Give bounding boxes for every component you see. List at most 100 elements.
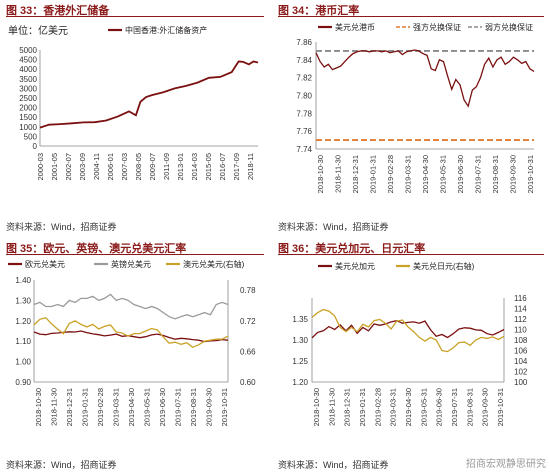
chart-36-y-tick-right: 116	[514, 294, 527, 303]
chart-33-y-tick: 4000	[19, 65, 37, 74]
chart-35-series-eur	[33, 330, 229, 343]
chart-36-y-tick-left: 1.30	[292, 336, 308, 345]
chart-33-y-tick: 3500	[19, 75, 37, 84]
chart-35-x-tick: 2018-11-30	[50, 388, 59, 426]
chart-33-y-tick: 3000	[19, 84, 37, 93]
chart-34-x-tick: 2019-04-30	[421, 155, 430, 193]
chart-36-x-tick: 2019-07-31	[450, 388, 459, 426]
chart-35-y-tick-left: 1.30	[15, 296, 31, 305]
chart-33-source: 资料来源：Wind，招商证券	[6, 222, 117, 232]
chart-33-y-tick: 2500	[19, 94, 37, 103]
chart-33-x-tick: 2014-03	[190, 153, 199, 181]
chart-34-svg: 美元兑港币 强方兑换保证 弱方兑换保证 7.74 7.76 7.78 7.80 7.82 7.8…	[296, 22, 535, 193]
chart-36-series-cad	[311, 320, 505, 339]
chart-34-series-usdhkd	[315, 49, 535, 108]
chart-34-y-tick: 7.78	[296, 109, 312, 118]
chart-34-title: 图 34：港币汇率	[278, 2, 544, 17]
chart-34-x-tick: 2019-08-31	[491, 155, 500, 193]
chart-36-svg: 美元兑加元 美元兑日元(右轴)1.201.251.301.351001021041…	[292, 261, 528, 426]
chart-35-x-tick: 2019-05-31	[143, 388, 152, 426]
chart-34-x-tick: 2019-05-31	[439, 155, 448, 193]
chart-34-x-tick: 2018-11-30	[334, 155, 343, 193]
chart-33-x-tick: 2000-03	[36, 153, 45, 181]
chart-33-x-tick: 2011-09	[162, 153, 171, 180]
watermark: 招商宏观静思研究	[466, 459, 546, 470]
chart-34-x-tick: 2018-12-31	[351, 155, 360, 193]
chart-36-y-tick-left: 1.25	[292, 357, 308, 366]
chart-33-x-tick: 2003-09	[78, 153, 87, 181]
chart-35-x-tick: 2019-01-31	[81, 388, 90, 426]
chart-34-x-tick: 2019-09-30	[509, 155, 518, 193]
chart-36-y-tick-right: 114	[514, 305, 527, 314]
chart-34-x-tick: 2019-03-31	[404, 155, 413, 193]
chart-36-x-tick: 2019-01-31	[358, 388, 367, 426]
chart-34-x-tick: 2018-10-30	[316, 155, 325, 193]
chart-36-x-tick: 2019-03-31	[389, 388, 398, 426]
chart-36-legend-cad-label: 美元兑加元	[335, 261, 375, 271]
chart-34-x-tick: 2019-06-30	[456, 155, 465, 193]
chart-33-x-tick: 2004-11	[92, 153, 101, 180]
chart-35-series-gbp	[33, 293, 229, 320]
chart-35-y-tick-left: 1.00	[15, 358, 31, 367]
chart-35-y-tick-left: 1.10	[15, 337, 31, 346]
chart-34-x-tick: 2019-02-28	[386, 155, 395, 193]
chart-36-y-tick-right: 102	[514, 368, 528, 377]
chart-33-legend-label: 中国香港:外汇储备资产	[125, 25, 207, 35]
chart-35-source: 资料来源：Wind，招商证券	[6, 460, 117, 470]
chart-36-panel: 图 36：美元兑加元、日元汇率 美元兑加元 美元兑日元(右轴) 1.20 1.25 1.…	[278, 240, 544, 472]
chart-33-x-tick: 2001-05	[50, 153, 59, 181]
chart-33-x-tick: 2018-11	[246, 153, 255, 180]
chart-33-y-tick: 1000	[19, 123, 37, 132]
chart-35-x-tick: 2019-04-30	[127, 388, 136, 426]
chart-35-x-tick: 2019-08-31	[189, 388, 198, 426]
chart-33-x-tick: 2009-07	[148, 153, 157, 181]
chart-35-x-tick: 2018-10-30	[34, 388, 43, 426]
chart-35-x-tick: 2019-09-30	[205, 388, 214, 426]
chart-33-y-tick: 2000	[19, 104, 37, 113]
chart-33-x-tick: 2007-03	[120, 153, 129, 181]
chart-33-x-tick: 2002-07	[64, 153, 73, 181]
chart-34-legend-weak-label: 弱方兑换保证	[485, 22, 533, 32]
chart-36-x-tick: 2019-09-30	[481, 388, 490, 426]
chart-36-y-tick-right: 110	[514, 326, 527, 335]
chart-34-y-tick: 7.84	[296, 56, 312, 65]
chart-35-y-tick-left: 0.90	[15, 378, 31, 387]
chart-35-x-tick: 2019-07-31	[174, 388, 183, 426]
chart-34-y-tick: 7.86	[296, 38, 312, 47]
chart-34-x-tick: 2019-07-31	[474, 155, 483, 193]
chart-35-legend-aud-label: 澳元兑美元(右轴)	[183, 259, 245, 269]
chart-34-legend-usdhkd-label: 美元兑港币	[335, 22, 375, 32]
chart-33-y-tick: 5000	[19, 46, 37, 55]
chart-34-x-tick: 2019-10-31	[526, 155, 535, 193]
chart-35-y-tick-right: 0.78	[240, 286, 256, 295]
chart-34-y-tick: 7.80	[296, 92, 312, 101]
chart-35-series-aud	[33, 316, 229, 349]
chart-34-y-tick: 7.74	[296, 145, 312, 154]
chart-33-svg: 单位：亿美元 中国香港:外汇储备资产 05001000150020002500300…	[8, 24, 259, 181]
chart-35-x-tick: 2019-02-28	[96, 388, 105, 426]
chart-34-panel: 图 34：港币汇率 美元兑港币 强方兑换保证 弱方兑换保证 7.74 7.76 7.78 7…	[278, 2, 544, 234]
chart-33-y-tick: 4500	[19, 56, 37, 65]
chart-33-y-tick: 0	[33, 142, 38, 151]
chart-36-y-tick-right: 100	[514, 378, 528, 387]
chart-35-legend-eur-label: 欧元兑美元	[25, 259, 65, 269]
chart-36-x-tick: 2018-12-31	[343, 388, 352, 426]
chart-33-unit-label: 单位：亿美元	[8, 24, 68, 37]
chart-34-y-tick: 7.76	[296, 127, 312, 136]
chart-33-x-tick: 2016-07	[218, 153, 227, 181]
chart-35-y-tick-left: 1.40	[15, 276, 31, 285]
chart-34-y-tick: 7.82	[296, 74, 312, 83]
chart-35-y-tick-right: 0.60	[240, 378, 256, 387]
chart-33-y-tick: 1500	[19, 113, 37, 122]
chart-35-x-tick: 2019-03-31	[112, 388, 121, 426]
chart-33-x-tick: 2017-09	[232, 153, 241, 181]
chart-36-y-tick-left: 1.35	[292, 315, 308, 324]
chart-35-y-tick-right: 0.72	[240, 317, 256, 326]
chart-36-series-jpy	[311, 308, 505, 353]
chart-35-x-tick: 2019-06-30	[158, 388, 167, 426]
chart-33-x-tick: 2013-01	[176, 153, 185, 181]
chart-35-y-tick-right: 0.66	[240, 347, 256, 356]
chart-34-x-tick: 2019-01-31	[369, 155, 378, 193]
chart-33-panel: 图 33：香港外汇储备 单位：亿美元 中国香港:外汇储备资产 0 500 1000 150…	[6, 2, 264, 234]
chart-36-x-tick: 2018-11-30	[327, 388, 336, 426]
